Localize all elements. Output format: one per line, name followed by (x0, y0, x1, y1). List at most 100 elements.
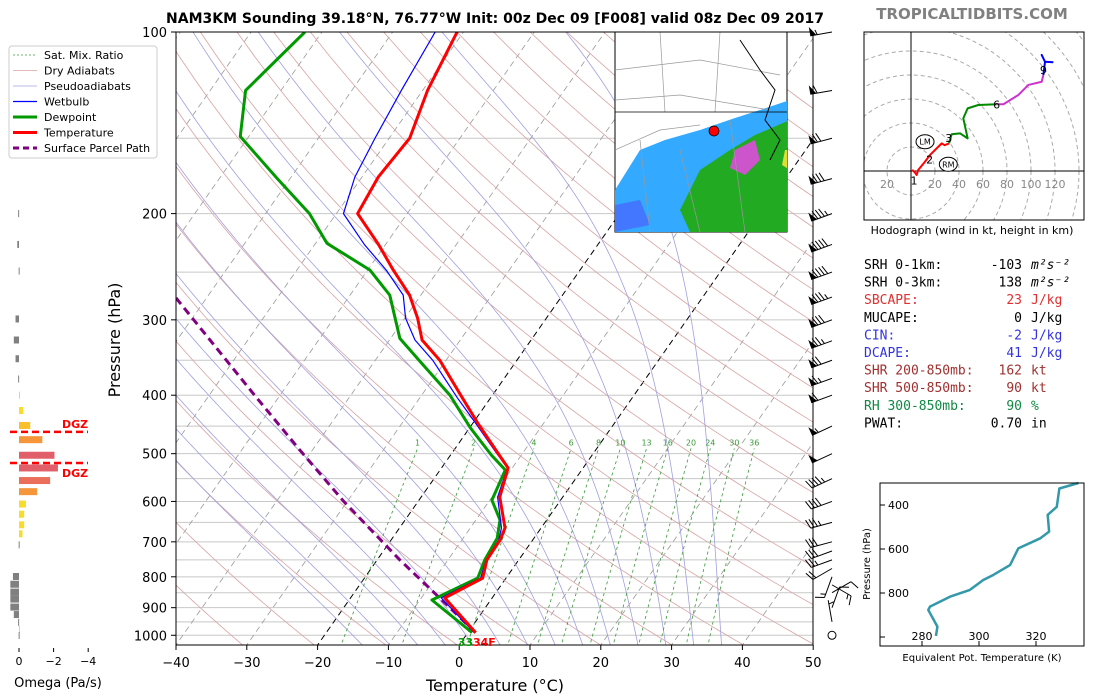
isotherm-line (741, 543, 813, 645)
pseudoadiabat (176, 428, 391, 645)
theta-e-x-axis-title: Equivalent Pot. Temperature (K) (902, 653, 1061, 664)
barb-staff (831, 584, 852, 597)
barb-feather (808, 571, 817, 579)
barb-feather (811, 375, 819, 384)
hodograph-ring-label: 20 (880, 178, 894, 191)
skewt-background: 1 2 4 6 8 10 13 16 20 24 30 36 (176, 32, 813, 645)
storm-motion-marker (915, 134, 935, 150)
barb-pennant (808, 359, 817, 368)
stat-unit: J/kg (1031, 346, 1062, 361)
legend-label: Wetbulb (44, 96, 89, 109)
omega-bar (18, 618, 20, 626)
map-boundary (729, 119, 746, 232)
theta-e-frame (879, 482, 1085, 647)
barb-staff (831, 586, 840, 608)
barb-feather (814, 293, 822, 302)
barb-staff (811, 319, 833, 328)
wind-barb (808, 265, 833, 281)
theta-e-x-tick-label: 300 (969, 630, 990, 643)
isotherm-line (671, 442, 813, 645)
mixing-ratio-label: 36 (749, 438, 759, 447)
dry-adiabat (176, 521, 315, 645)
hodograph-ring-label: 20 (928, 178, 942, 191)
hodograph-ring-label: 100 (1021, 178, 1042, 191)
barb-feather (818, 172, 825, 181)
x-tick-label: −20 (304, 656, 331, 671)
stat-value: 162 (999, 364, 1022, 379)
hodograph-height-label: 2 (926, 154, 933, 167)
map-boundary (639, 139, 651, 232)
barb-half-feather (814, 428, 819, 433)
wind-barb (805, 476, 833, 489)
barb-feather (805, 539, 812, 548)
barb-pennant (808, 85, 817, 95)
omega-bar (19, 510, 25, 518)
hodograph-height-label: 9 (1040, 64, 1047, 77)
pseudoadiabat (176, 394, 419, 645)
barb-feather (805, 559, 812, 568)
barb-staff (831, 581, 852, 594)
barb-feather (818, 239, 825, 248)
omega-bar (18, 541, 20, 549)
isotherm-line (246, 32, 677, 645)
barb-staff (812, 568, 833, 580)
y-tick-label: 800 (142, 571, 167, 586)
pseudoadiabat (441, 32, 695, 645)
omega-axis-title: Omega (Pa/s) (14, 676, 102, 691)
omega-panel: DGZ DGZ 0 −2 −4 Omega (Pa/s) (10, 210, 102, 691)
mixing-ratio-label: 13 (641, 438, 651, 447)
pseudoadiabat (176, 358, 446, 645)
wind-barb (808, 84, 833, 95)
barb-feather (805, 550, 812, 559)
omega-bar (12, 572, 19, 580)
dry-adiabat (310, 32, 813, 458)
legend-label: Surface Parcel Path (44, 142, 150, 155)
hodograph-segment (1040, 53, 1054, 76)
barb-pennant (808, 212, 817, 222)
wind-barb (808, 238, 833, 253)
barb-staff (811, 271, 833, 281)
x-tick-label: 0 (455, 656, 463, 671)
barb-staff (811, 243, 833, 253)
mixing-ratio-line (537, 448, 599, 645)
theta-e-y-tick-label: 600 (888, 543, 909, 556)
barb-feather (811, 537, 818, 546)
x-tick-label: 50 (805, 656, 822, 671)
barb-pennant (808, 377, 817, 386)
dry-adiabat (176, 400, 458, 645)
stat-row: SHR 500-850mb: 90 kt (864, 381, 1047, 396)
barb-pennant (808, 135, 817, 144)
dry-adiabat (176, 108, 813, 645)
stat-row: DCAPE: 41 J/kg (864, 346, 1062, 361)
stat-unit: kt (1031, 381, 1047, 396)
map-boundary (615, 59, 781, 76)
y-tick-label: 200 (142, 208, 167, 223)
barb-feather (815, 173, 822, 182)
omega-bar (15, 355, 19, 363)
barb-feather (814, 268, 822, 277)
y-tick-label: 400 (142, 389, 167, 404)
omega-bar (10, 595, 19, 603)
stat-value: 23 (1006, 293, 1022, 308)
legend-label: Dry Adiabats (44, 65, 115, 78)
stat-unit: % (1031, 399, 1039, 414)
wind-barbs (805, 26, 859, 640)
barb-feather (811, 518, 818, 527)
stats-panel: SRH 0-1km: -103 m²s⁻² SRH 0-3km: 138 m²s⁻² SBC… (864, 258, 1070, 431)
barb-pennant (808, 271, 817, 280)
barb-half-feather (817, 377, 822, 383)
stat-value: -2 (1006, 328, 1022, 343)
barb-staff (824, 576, 833, 598)
stat-row: PWAT: 0.70 in (864, 416, 1047, 431)
stat-unit: J/kg (1031, 293, 1062, 308)
omega-bar (19, 391, 20, 399)
barb-feather (808, 549, 816, 558)
map-boundary (679, 149, 701, 232)
isotherm-line (387, 37, 813, 645)
dry-adiabat (493, 32, 813, 291)
mixing-ratio-line (340, 448, 418, 645)
dry-adiabat (200, 32, 813, 567)
dry-adiabat (176, 223, 673, 645)
wind-barb (808, 292, 833, 306)
